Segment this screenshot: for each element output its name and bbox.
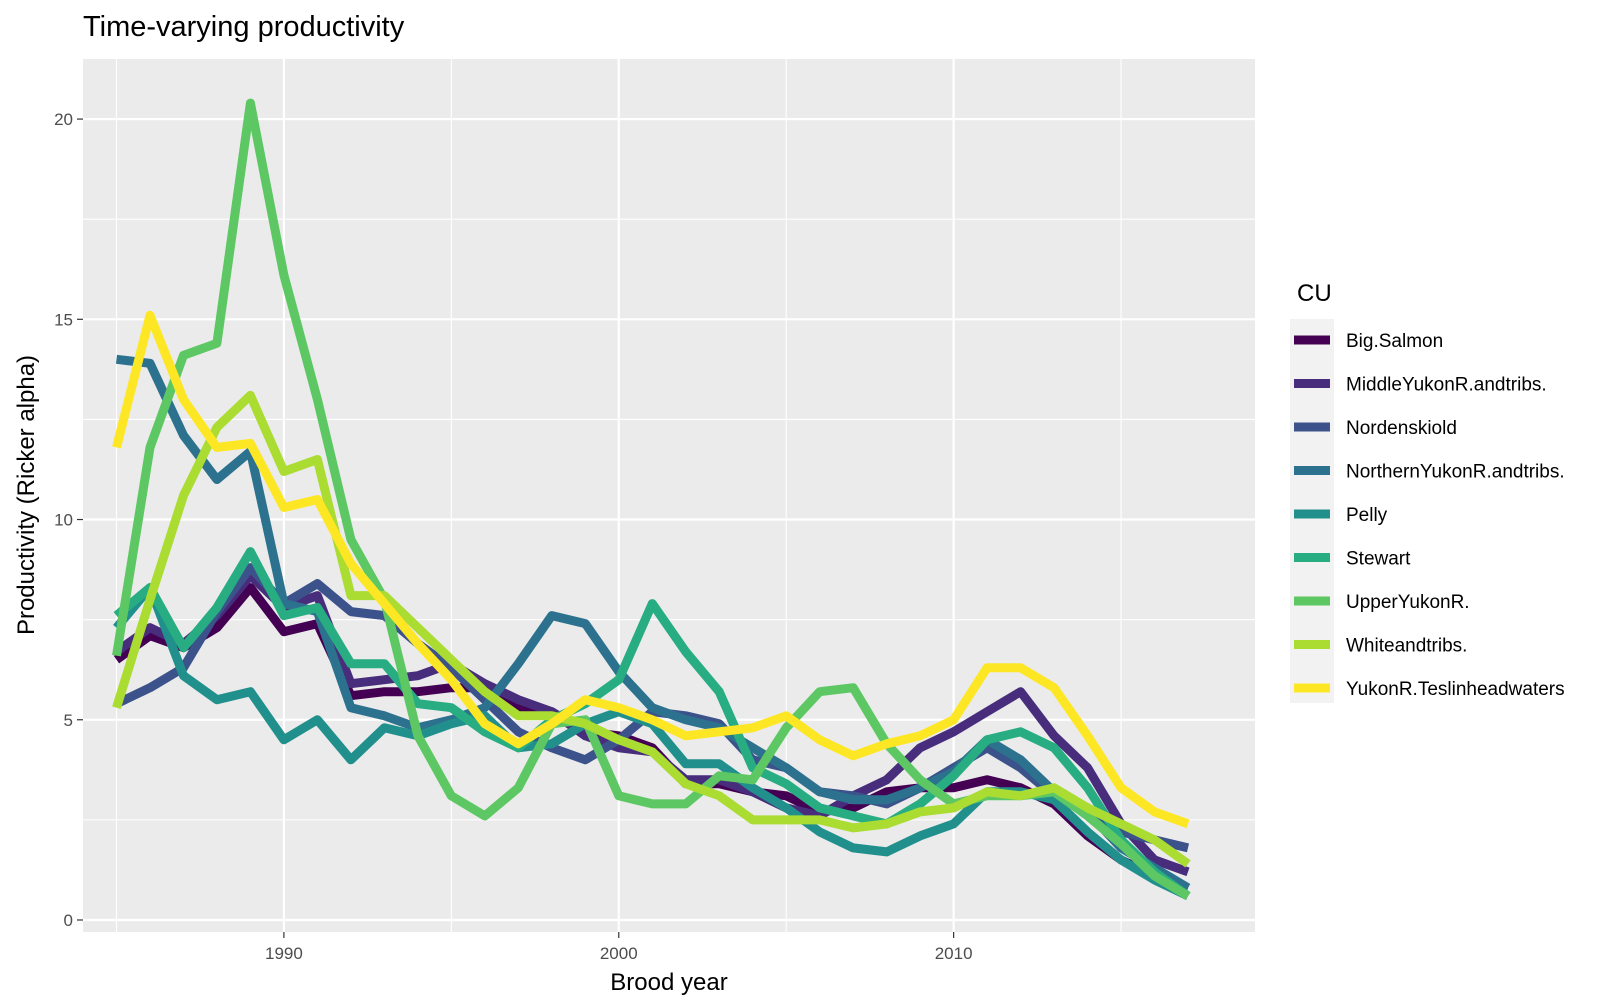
legend-label: Whiteandtribs. <box>1346 636 1467 657</box>
series-lines <box>112 98 1191 901</box>
x-axis-ticks: 1990 2000 2010 <box>265 932 973 963</box>
legend-label: NorthernYukonR.andtribs. <box>1346 462 1565 483</box>
x-tick-label: 2000 <box>600 944 638 963</box>
series-line <box>112 390 1191 868</box>
grid-lines <box>83 59 1255 932</box>
y-tick-label: 15 <box>54 310 73 329</box>
y-tick-label: 10 <box>54 511 73 530</box>
legend-label: Stewart <box>1346 549 1411 570</box>
legend-title: CU <box>1297 280 1332 307</box>
legend-label: Nordenskiold <box>1346 418 1457 439</box>
y-axis-ticks: 0 5 10 15 20 <box>54 110 83 930</box>
chart-title: Time-varying productivity <box>83 11 405 43</box>
y-tick-label: 0 <box>64 911 73 930</box>
legend-label: UpperYukonR. <box>1346 592 1470 613</box>
legend-label: MiddleYukonR.andtribs. <box>1346 375 1547 396</box>
y-tick-label: 5 <box>64 711 73 730</box>
legend-label: Big.Salmon <box>1346 331 1443 352</box>
legend-label: Pelly <box>1346 505 1388 526</box>
x-tick-label: 1990 <box>265 944 303 963</box>
legend: CU Big.Salmon MiddleYukonR.andtribs. Norde… <box>1290 280 1565 703</box>
series-line <box>113 547 1191 900</box>
x-axis-title: Brood year <box>610 969 727 996</box>
series-line <box>112 310 1190 829</box>
y-axis-title: Productivity (Ricker alpha) <box>13 355 40 635</box>
y-tick-label: 20 <box>54 110 73 129</box>
x-tick-label: 2010 <box>935 944 973 963</box>
legend-label: YukonR.Teslinheadwaters <box>1346 679 1565 700</box>
series-line <box>115 354 1191 892</box>
